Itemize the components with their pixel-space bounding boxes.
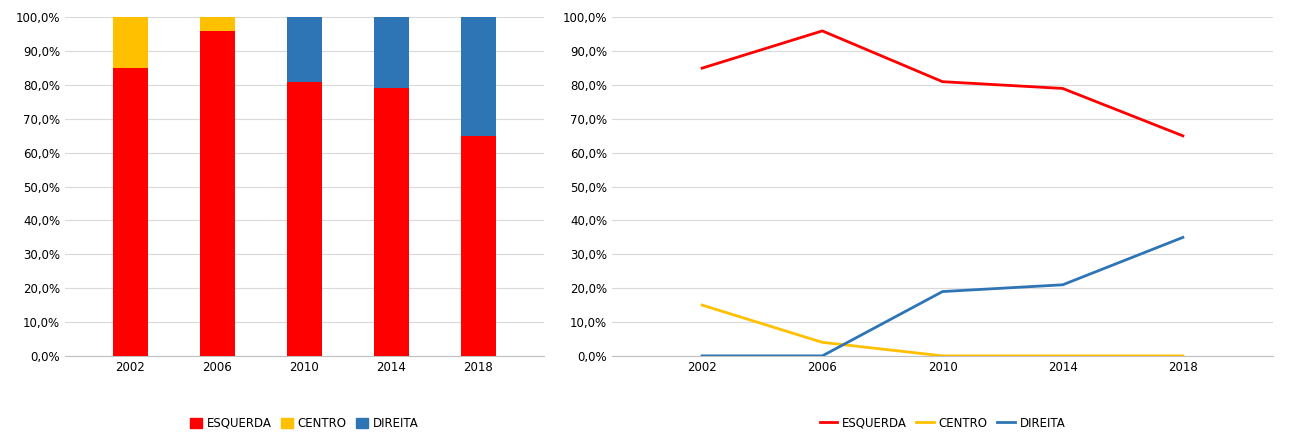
Bar bbox=[287, 82, 322, 356]
Bar bbox=[113, 17, 148, 68]
Legend: ESQUERDA, CENTRO, DIREITA: ESQUERDA, CENTRO, DIREITA bbox=[186, 412, 423, 434]
Bar bbox=[200, 17, 235, 31]
Bar bbox=[374, 17, 409, 89]
Bar bbox=[461, 136, 496, 356]
Bar bbox=[113, 68, 148, 356]
Legend: ESQUERDA, CENTRO, DIREITA: ESQUERDA, CENTRO, DIREITA bbox=[814, 412, 1070, 434]
Bar bbox=[461, 17, 496, 136]
Bar bbox=[287, 17, 322, 82]
Bar bbox=[200, 31, 235, 356]
Bar bbox=[374, 89, 409, 356]
